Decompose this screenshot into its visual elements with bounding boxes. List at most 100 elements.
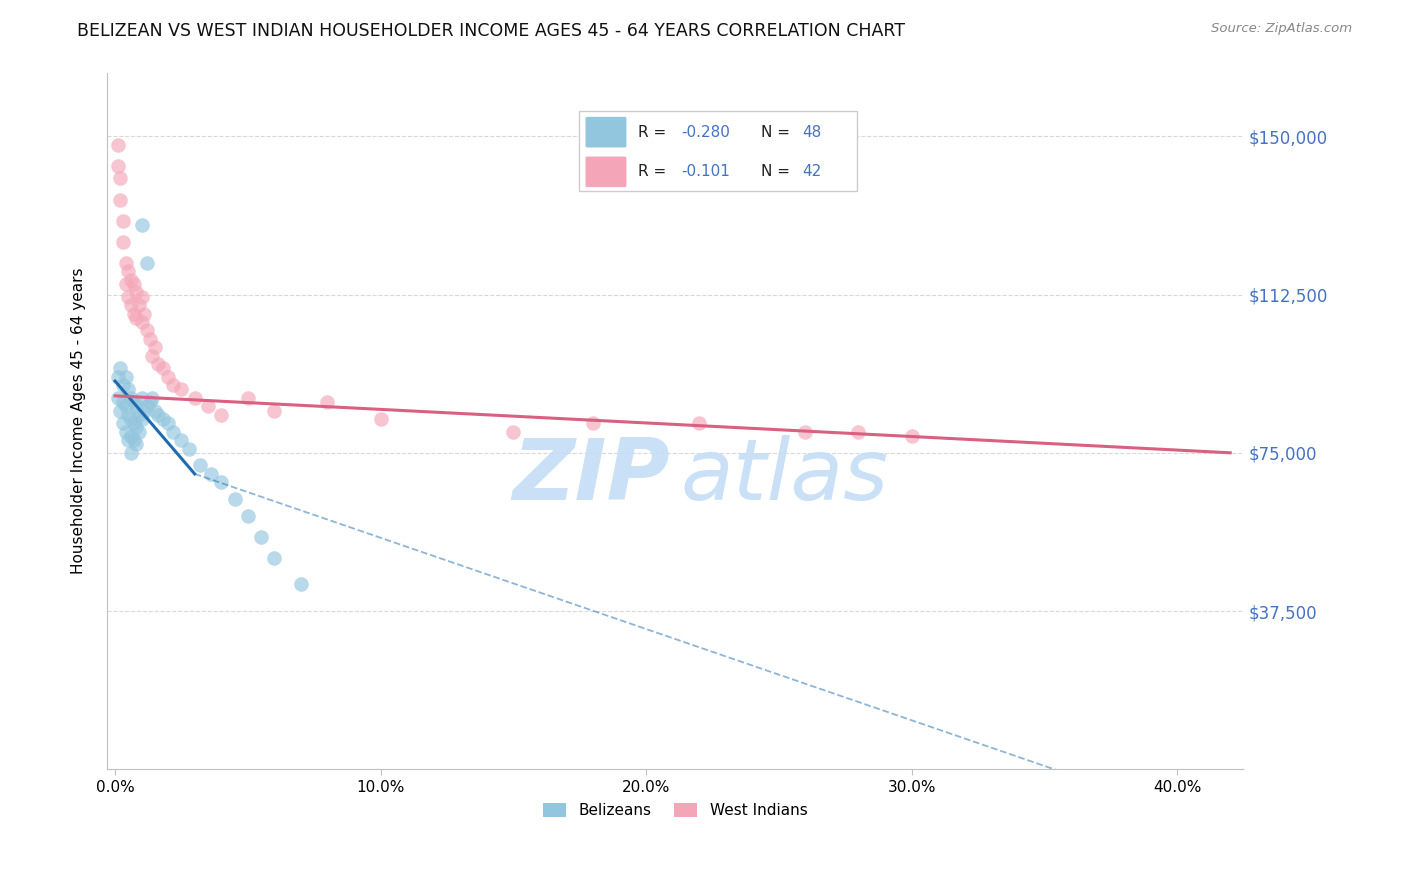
Point	[122, 277, 145, 291]
Point	[131, 391, 153, 405]
Text: BELIZEAN VS WEST INDIAN HOUSEHOLDER INCOME AGES 45 - 64 YEARS CORRELATION CHART: BELIZEAN VS WEST INDIAN HOUSEHOLDER INCO…	[77, 22, 905, 40]
Point	[188, 458, 211, 473]
Point	[120, 446, 142, 460]
Point	[114, 369, 136, 384]
Point	[131, 290, 153, 304]
Point	[170, 433, 193, 447]
Point	[134, 403, 156, 417]
Text: N =: N =	[761, 125, 794, 140]
Text: -0.280: -0.280	[681, 125, 730, 140]
Point	[250, 530, 273, 544]
Point	[848, 425, 870, 439]
FancyBboxPatch shape	[579, 112, 858, 192]
Y-axis label: Householder Income Ages 45 - 64 years: Householder Income Ages 45 - 64 years	[72, 268, 86, 574]
Point	[141, 391, 163, 405]
Point	[900, 429, 922, 443]
Point	[236, 509, 259, 524]
Point	[107, 369, 129, 384]
Point	[120, 298, 142, 312]
Point	[209, 408, 232, 422]
Text: 48: 48	[803, 125, 823, 140]
Text: R =: R =	[638, 125, 671, 140]
Text: Source: ZipAtlas.com: Source: ZipAtlas.com	[1212, 22, 1353, 36]
Point	[107, 159, 129, 173]
Point	[688, 416, 710, 430]
Text: R =: R =	[638, 164, 671, 179]
Point	[110, 193, 132, 207]
Point	[125, 400, 148, 414]
Point	[224, 492, 246, 507]
Point	[111, 378, 134, 392]
Text: -0.101: -0.101	[681, 164, 730, 179]
Point	[107, 391, 129, 405]
Point	[143, 403, 166, 417]
Text: ZIP: ZIP	[512, 435, 669, 518]
Legend: Belizeans, West Indians: Belizeans, West Indians	[537, 797, 813, 824]
Point	[120, 273, 142, 287]
Point	[236, 391, 259, 405]
Point	[110, 403, 132, 417]
Point	[120, 412, 142, 426]
Point	[135, 256, 157, 270]
Point	[110, 361, 132, 376]
Point	[162, 425, 184, 439]
Point	[125, 285, 148, 300]
Point	[135, 400, 157, 414]
Point	[111, 416, 134, 430]
Point	[138, 332, 160, 346]
FancyBboxPatch shape	[585, 117, 627, 147]
Point	[197, 400, 219, 414]
Point	[128, 298, 150, 312]
Point	[128, 425, 150, 439]
Point	[138, 395, 160, 409]
Point	[125, 437, 148, 451]
Point	[794, 425, 817, 439]
Point	[162, 378, 184, 392]
Text: N =: N =	[761, 164, 794, 179]
Point	[107, 137, 129, 152]
Point	[122, 416, 145, 430]
Point	[111, 395, 134, 409]
Point	[290, 576, 312, 591]
Point	[131, 315, 153, 329]
Point	[114, 256, 136, 270]
Point	[131, 412, 153, 426]
Point	[117, 383, 139, 397]
Point	[111, 235, 134, 249]
Text: atlas: atlas	[681, 435, 889, 518]
Point	[117, 264, 139, 278]
Point	[179, 442, 201, 456]
Point	[131, 218, 153, 232]
Point	[152, 412, 174, 426]
Point	[146, 357, 169, 371]
Point	[122, 433, 145, 447]
Point	[125, 420, 148, 434]
Point	[170, 383, 193, 397]
Point	[157, 369, 180, 384]
Point	[122, 306, 145, 320]
Point	[152, 361, 174, 376]
Point	[110, 171, 132, 186]
Point	[183, 391, 205, 405]
Point	[117, 433, 139, 447]
Point	[120, 391, 142, 405]
Point	[370, 412, 392, 426]
Point	[316, 395, 339, 409]
Point	[114, 400, 136, 414]
Point	[114, 425, 136, 439]
Point	[143, 340, 166, 354]
Point	[209, 475, 232, 490]
Point	[141, 349, 163, 363]
Point	[122, 395, 145, 409]
FancyBboxPatch shape	[585, 156, 627, 187]
Point	[146, 408, 169, 422]
Point	[117, 290, 139, 304]
Point	[502, 425, 524, 439]
Text: 42: 42	[803, 164, 823, 179]
Point	[263, 551, 285, 566]
Point	[200, 467, 222, 481]
Point	[117, 408, 139, 422]
Point	[157, 416, 180, 430]
Point	[120, 429, 142, 443]
Point	[128, 408, 150, 422]
